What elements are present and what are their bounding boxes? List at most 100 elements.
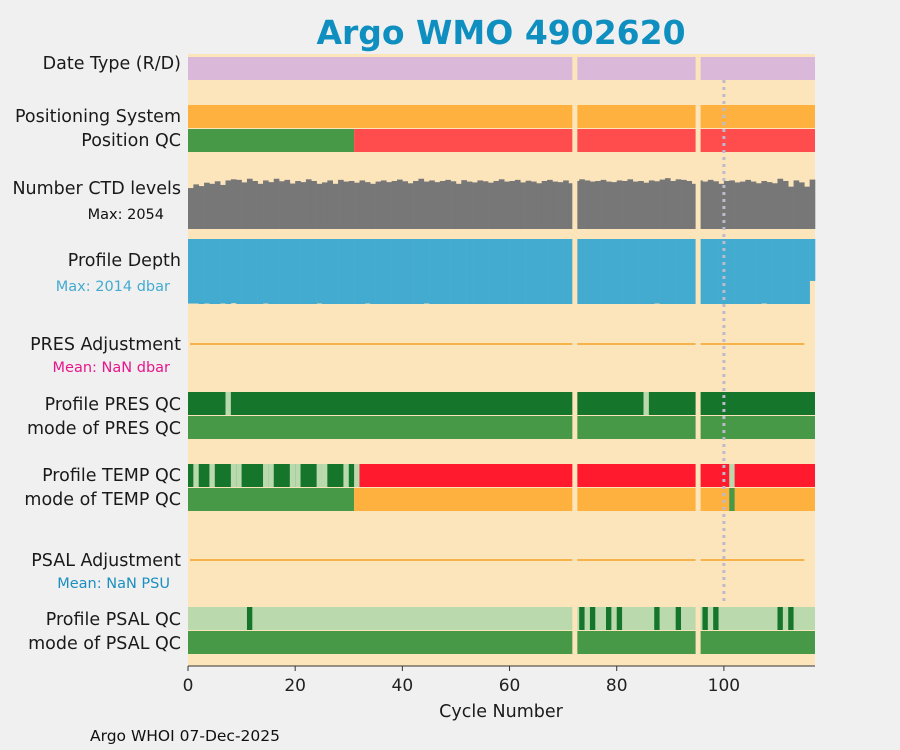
profile-depth-bar-78 [606, 239, 612, 304]
profile-depth-bar-90 [670, 239, 676, 304]
profile-depth-bar-99 [718, 239, 725, 304]
ctd-levels-bar-6 [220, 184, 226, 229]
profile-depth-bar-3 [204, 239, 210, 304]
profile-depth-bar-113 [793, 239, 800, 304]
x-tick-label-100: 100 [708, 676, 740, 696]
profile-depth-bar-20 [295, 239, 301, 304]
ctd-levels-bar-36 [380, 180, 387, 229]
profile-depth-bar-116 [809, 239, 816, 281]
row-label-position-qc: Position QC [81, 131, 181, 151]
profile-depth-bar-37 [386, 239, 392, 304]
profile-depth-bar-79 [611, 239, 618, 304]
ctd-levels-bar-79 [611, 182, 618, 229]
ctd-levels-bar-49 [450, 181, 457, 229]
profile-depth-bar-41 [407, 239, 414, 304]
profile-depth-bar-115 [804, 239, 810, 304]
profile-depth-bar-81 [622, 239, 628, 304]
ctd-levels-bar-45 [429, 180, 435, 229]
pres-qc-profile-segment-0 [188, 392, 815, 415]
profile-depth-bar-63 [525, 239, 532, 304]
ctd-levels-bar-52 [466, 181, 473, 229]
profile-depth-bar-58 [498, 239, 505, 304]
profile-depth-bar-70 [563, 239, 569, 304]
temp-qc-light-cycle-9 [236, 464, 242, 487]
ctd-levels-bar-26 [327, 180, 333, 229]
profile-depth-bar-26 [327, 239, 333, 304]
profile-depth-bar-14 [263, 239, 269, 304]
profile-depth-bar-74 [584, 239, 591, 304]
ctd-levels-bar-107 [761, 180, 768, 229]
profile-depth-bar-24 [316, 239, 323, 304]
ctd-levels-bar-57 [493, 180, 500, 229]
profile-depth-bar-69 [557, 239, 564, 304]
ctd-levels-bar-78 [606, 181, 612, 229]
profile-depth-bar-51 [461, 239, 467, 304]
ctd-levels-bar-114 [798, 182, 805, 229]
profile-depth-bar-73 [579, 239, 585, 304]
ctd-levels-bar-3 [204, 182, 210, 229]
ctd-levels-bar-106 [756, 183, 762, 229]
ctd-levels-bar-60 [509, 180, 516, 229]
psal-qc-dark-cycle-73 [579, 607, 585, 630]
ctd-levels-bar-0 [188, 188, 194, 229]
ctd-levels-bar-66 [541, 180, 548, 229]
profile-depth-bar-106 [756, 239, 762, 304]
profile-depth-bar-49 [450, 239, 457, 304]
profile-depth-bar-71 [568, 239, 575, 304]
ctd-levels-bar-84 [638, 180, 644, 229]
profile-depth-bar-92 [681, 239, 687, 304]
ctd-levels-bar-27 [332, 183, 339, 229]
ctd-levels-bar-47 [439, 180, 446, 229]
ctd-levels-bar-48 [445, 179, 451, 229]
ctd-levels-bar-88 [659, 179, 666, 229]
ctd-levels-bar-115 [804, 186, 810, 229]
ctd-levels-bar-86 [648, 180, 655, 229]
profile-depth-bar-98 [713, 239, 719, 304]
ctd-levels-bar-2 [198, 186, 205, 229]
profile-depth-bar-4 [209, 239, 216, 304]
ctd-levels-bar-24 [316, 183, 323, 229]
profile-depth-bar-65 [536, 239, 542, 304]
profile-depth-bar-16 [273, 239, 280, 304]
temp-qc-profile-segment-1 [354, 464, 815, 487]
profile-depth-bar-56 [488, 239, 494, 304]
profile-depth-bar-6 [220, 239, 226, 304]
ctd-levels-bar-56 [488, 182, 494, 229]
profile-depth-bar-101 [729, 239, 735, 304]
profile-depth-bar-114 [798, 239, 805, 304]
ctd-levels-bar-46 [434, 182, 441, 229]
psal-qc-profile-segment-0 [188, 607, 815, 630]
profile-depth-bar-48 [445, 239, 451, 304]
profile-depth-bar-88 [659, 239, 666, 304]
profile-depth-bar-13 [257, 239, 264, 304]
pres-qc-mode-segment-0 [188, 416, 815, 439]
ctd-levels-bar-15 [268, 182, 275, 229]
profile-depth-bar-32 [359, 239, 366, 304]
profile-depth-bar-105 [750, 239, 757, 304]
ctd-levels-bar-108 [766, 182, 773, 229]
ctd-levels-bar-19 [289, 183, 296, 229]
plot-area [188, 54, 815, 666]
psal-qc-dark-cycle-11 [246, 607, 253, 630]
profile-depth-bar-66 [541, 239, 548, 304]
ctd-levels-bar-65 [536, 183, 542, 229]
ctd-levels-bar-53 [472, 182, 478, 229]
row-label-positioning-system: Positioning System [15, 107, 181, 127]
ctd-levels-bar-22 [305, 179, 312, 229]
profile-depth-bar-54 [477, 239, 484, 304]
ctd-levels-bar-82 [627, 179, 634, 229]
profile-depth-bar-67 [547, 239, 553, 304]
profile-depth-bar-40 [402, 239, 409, 304]
ctd-levels-bar-59 [504, 181, 510, 229]
profile-depth-bar-29 [343, 239, 350, 304]
ctd-levels-bar-12 [252, 180, 258, 229]
psal-qc-dark-cycle-110 [777, 607, 783, 630]
cycle-gap-72 [572, 54, 578, 666]
ctd-levels-bar-90 [670, 180, 676, 229]
ctd-levels-bar-25 [321, 182, 328, 229]
profile-depth-bar-15 [268, 239, 275, 304]
profile-depth-bar-64 [530, 239, 537, 304]
ctd-levels-bar-111 [782, 180, 789, 229]
profile-depth-bar-68 [552, 239, 559, 304]
ctd-levels-bar-28 [338, 179, 344, 229]
